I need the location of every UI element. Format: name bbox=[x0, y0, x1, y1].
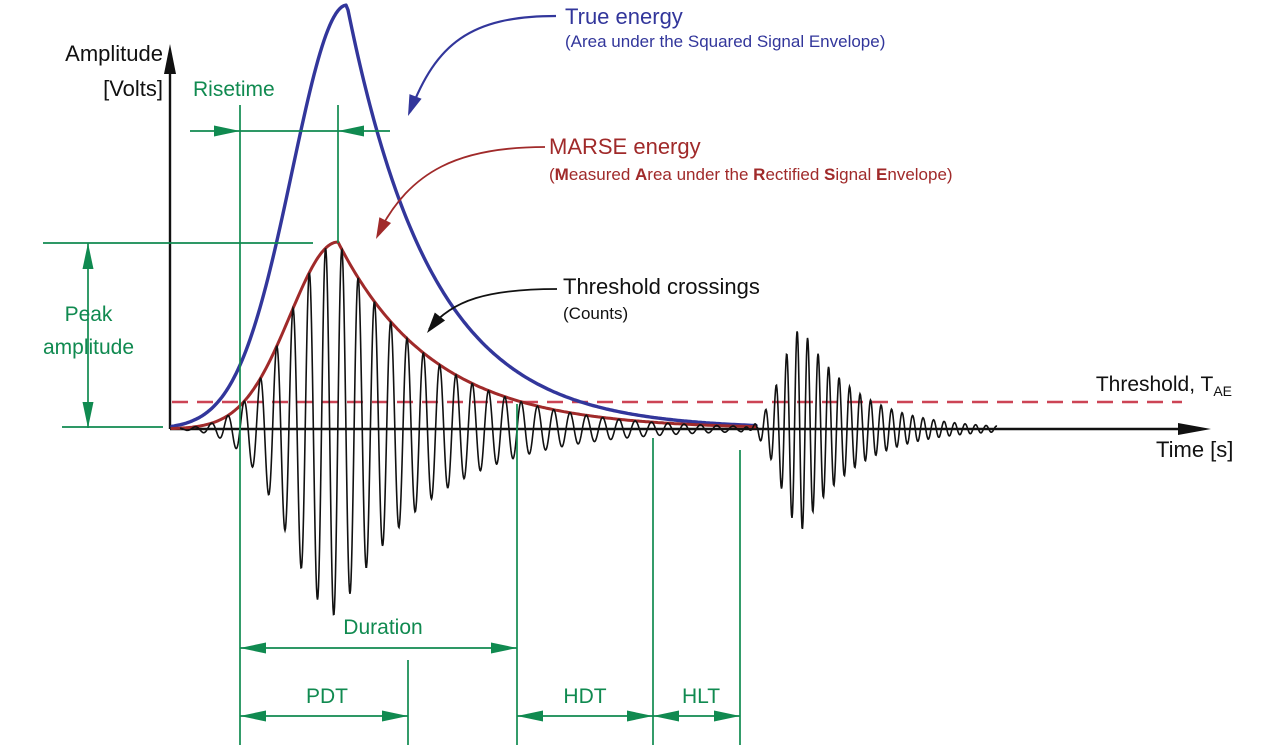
y-axis-units-label: [Volts] bbox=[103, 76, 163, 101]
true-energy-title: True energy bbox=[565, 4, 683, 29]
hlt-label: HLT bbox=[681, 685, 721, 708]
marse-energy-title: MARSE energy bbox=[549, 134, 701, 159]
green-annotations bbox=[43, 105, 741, 745]
true-energy-curve bbox=[170, 3, 758, 428]
peak-amplitude-label-line1: Peak bbox=[64, 303, 113, 326]
peak-amplitude-label-line2: amplitude bbox=[42, 336, 135, 359]
threshold-label: Threshold, TAE bbox=[1095, 373, 1232, 400]
hdt-label: HDT bbox=[563, 685, 607, 708]
true-energy-subtitle: (Area under the Squared Signal Envelope) bbox=[565, 32, 886, 51]
y-axis-label: Amplitude bbox=[65, 41, 163, 66]
marse-curve bbox=[170, 240, 758, 430]
x-axis-label: Time [s] bbox=[1156, 437, 1234, 462]
pdt-label: PDT bbox=[306, 685, 348, 708]
counts-subtitle: (Counts) bbox=[563, 304, 629, 323]
risetime-label: Risetime bbox=[193, 78, 275, 101]
duration-label: Duration bbox=[343, 616, 423, 639]
threshold-crossings-title: Threshold crossings bbox=[563, 274, 760, 299]
ae-waveform bbox=[179, 247, 998, 616]
marse-energy-subtitle: (Measured Area under the Rectified Signa… bbox=[549, 165, 953, 184]
leader-lines bbox=[376, 14, 558, 333]
